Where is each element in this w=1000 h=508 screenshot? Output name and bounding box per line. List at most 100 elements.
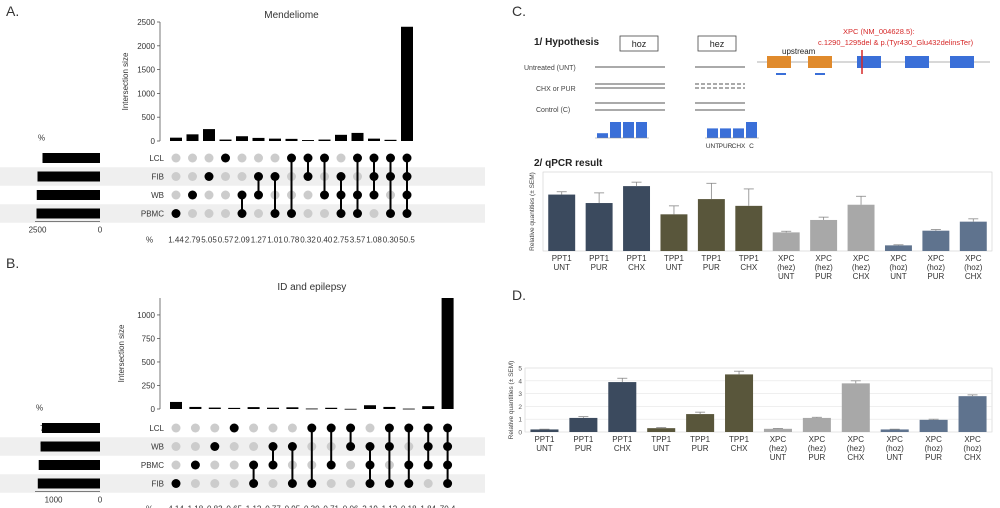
- matrix-dot-inactive: [204, 209, 214, 218]
- qpcr-bar: [660, 214, 688, 251]
- intersection-bar: [219, 139, 232, 141]
- matrix-dot-inactive: [229, 479, 239, 488]
- intersection-bar: [170, 401, 182, 409]
- mini-bar: [610, 122, 621, 138]
- category-label: PPT1: [573, 435, 594, 444]
- matrix-dot-inactive: [237, 172, 247, 181]
- category-label: (hoz): [963, 444, 982, 453]
- intersection-bar: [422, 406, 435, 409]
- qpcr-bar: [772, 232, 800, 251]
- exon-orange-2: [808, 56, 832, 68]
- matrix-dot-inactive: [270, 153, 280, 163]
- category-label: PPT1: [627, 254, 648, 263]
- intersection-bar: [252, 137, 265, 141]
- set-size-bar: [37, 478, 100, 489]
- matrix-dot-inactive: [210, 460, 220, 470]
- matrix-dot-active: [326, 460, 336, 470]
- category-label: PUR: [815, 272, 832, 281]
- matrix-dot-inactive: [365, 423, 375, 433]
- category-label: CHX: [853, 272, 871, 281]
- intersection-pct-value: 0.06: [343, 505, 359, 508]
- matrix-dot-active: [287, 209, 296, 218]
- y-tick-label: 2500: [137, 18, 155, 27]
- category-label: TPP1: [701, 254, 722, 263]
- intersection-bar: [236, 136, 248, 141]
- category-label: XPC: [886, 435, 903, 444]
- intersection-bar: [170, 137, 182, 141]
- hoz-mini-bars: [595, 122, 649, 139]
- qpcr-bar: [810, 219, 838, 251]
- category-label: PUR: [925, 453, 942, 462]
- matrix-dot-inactive: [346, 479, 356, 488]
- matrix-dot-inactive: [221, 209, 230, 218]
- matrix-dot-inactive: [287, 423, 297, 433]
- mini-bar: [746, 122, 757, 138]
- mini-bar-label: PUR: [719, 143, 733, 150]
- hoz-label: hoz: [632, 39, 647, 49]
- intersection-pct-value: 4.14: [168, 505, 184, 508]
- category-label: (hoz): [889, 263, 908, 272]
- mini-bar-label: C: [749, 143, 754, 150]
- intersection-bar: [364, 405, 376, 409]
- matrix-dot-active: [353, 190, 362, 200]
- category-label: CHX: [628, 263, 646, 272]
- matrix-dot-inactive: [268, 423, 278, 433]
- intersection-pct-value: 2.19: [362, 505, 378, 508]
- matrix-dot-active: [254, 190, 263, 200]
- y-tick-label: 500: [142, 113, 156, 122]
- intersection-pct-value: 1.01: [267, 236, 283, 245]
- hez-box: [697, 35, 737, 52]
- matrix-dot-active: [307, 423, 317, 433]
- hyp-row-chx-pur: CHX or PUR: [536, 86, 576, 93]
- intersection-pct-value: 0.30: [304, 505, 320, 508]
- matrix-dot-inactive: [171, 172, 181, 181]
- category-label: CHX: [614, 444, 632, 453]
- matrix-dot-active: [369, 190, 379, 200]
- matrix-dot-active: [210, 442, 220, 451]
- set-size-bar: [36, 208, 100, 219]
- qpcr-bar: [763, 428, 792, 432]
- y-axis-title: Intersection size: [121, 52, 130, 110]
- intersection-bar: [318, 139, 331, 141]
- matrix-dot-active: [171, 209, 181, 218]
- category-label: (hez): [769, 444, 788, 453]
- y-tick-label: 750: [142, 334, 156, 343]
- matrix-row-stripe: [0, 437, 485, 456]
- matrix-dot-active: [365, 442, 375, 451]
- set-size-bar: [42, 153, 100, 163]
- matrix-dot-inactive: [254, 209, 263, 218]
- category-label: CHX: [965, 272, 983, 281]
- intersection-pct-value: 1.18: [188, 505, 204, 508]
- category-label: (hez): [852, 263, 871, 272]
- intersection-pct-header: %: [146, 236, 153, 245]
- matrix-dot-active: [365, 460, 375, 470]
- category-label: UNT: [778, 272, 795, 281]
- intersection-bar: [228, 407, 241, 409]
- matrix-dot-inactive: [188, 153, 197, 163]
- matrix-dot-active: [336, 190, 346, 200]
- category-label: PUR: [575, 444, 592, 453]
- category-label: XPC: [965, 254, 982, 263]
- matrix-dot-inactive: [171, 423, 181, 433]
- intersection-pct-value: 2.79: [185, 236, 201, 245]
- set-size-bar: [41, 423, 100, 433]
- qpcr-bar: [802, 417, 831, 432]
- category-label: XPC: [853, 254, 870, 263]
- category-label: CHX: [964, 453, 982, 462]
- intersection-bar: [208, 407, 221, 409]
- intersection-pct-value: 0.30: [383, 236, 399, 245]
- matrix-dot-active: [384, 442, 394, 451]
- matrix-dot-active: [287, 442, 297, 451]
- qpcr-bar: [884, 245, 912, 251]
- category-label: (hez): [815, 263, 834, 272]
- intersection-pct-value: 1.27: [251, 236, 267, 245]
- matrix-dot-active: [353, 153, 362, 163]
- matrix-dot-active: [204, 172, 214, 181]
- category-label: XPC: [770, 435, 787, 444]
- qpcr-bar: [959, 221, 987, 251]
- matrix-dot-active: [404, 460, 414, 470]
- mini-bar: [720, 128, 731, 138]
- matrix-dot-active: [402, 209, 412, 218]
- intersection-bar: [402, 408, 415, 410]
